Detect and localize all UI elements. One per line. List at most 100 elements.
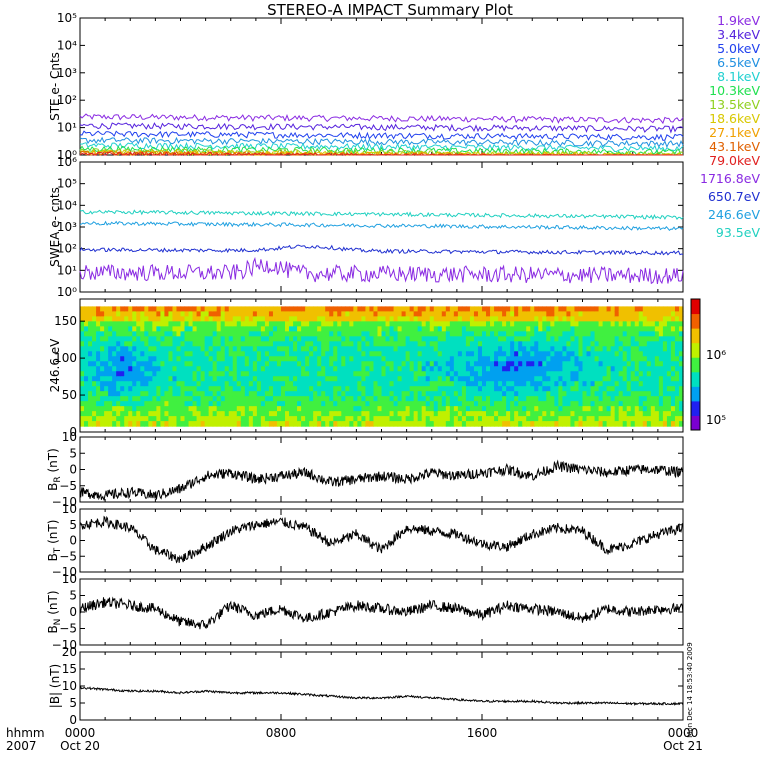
spectrogram-cell bbox=[445, 406, 451, 412]
spectrogram-cell bbox=[433, 326, 439, 332]
spectrogram-cell bbox=[285, 361, 290, 367]
spectrogram-cell bbox=[494, 371, 499, 377]
spectrogram-cell bbox=[594, 321, 600, 327]
spectrogram-cell bbox=[341, 321, 346, 327]
spectrogram-cell bbox=[385, 346, 391, 352]
spectrogram-cell bbox=[602, 311, 608, 317]
ste-series-3 bbox=[79, 136, 684, 149]
spectrogram-cell bbox=[570, 421, 576, 427]
spectrogram-cell bbox=[558, 366, 563, 372]
spectrogram-cell bbox=[417, 406, 423, 412]
spectrogram-cell bbox=[498, 306, 503, 312]
spectrogram-cell bbox=[285, 316, 290, 322]
spectrogram-cell bbox=[610, 306, 616, 312]
spectrogram-cell bbox=[281, 401, 286, 407]
spectrogram-cell bbox=[248, 401, 254, 407]
spectrogram-cell bbox=[100, 321, 105, 327]
spectrogram-cell bbox=[530, 326, 535, 332]
spectrogram-cell bbox=[100, 346, 105, 352]
spectrogram-cell bbox=[477, 361, 483, 367]
spectrogram-cell bbox=[658, 346, 664, 352]
spectrogram-cell bbox=[413, 371, 419, 377]
spectrogram-cell bbox=[329, 386, 334, 392]
spectrogram-cell bbox=[409, 326, 415, 332]
spectrogram-cell bbox=[558, 311, 563, 317]
spectrogram-cell bbox=[80, 401, 85, 407]
spectrogram-cell bbox=[413, 346, 419, 352]
spectrogram-cell bbox=[176, 321, 182, 327]
spectrogram-cell bbox=[401, 331, 407, 337]
spectrogram-cell bbox=[630, 396, 636, 402]
spectrogram-cell bbox=[429, 341, 435, 347]
spectrogram-cell bbox=[349, 391, 354, 397]
spectrogram-cell bbox=[313, 376, 318, 382]
spectrogram-cell bbox=[469, 351, 475, 357]
spectrogram-cell bbox=[433, 306, 439, 312]
spectrogram-cell bbox=[389, 421, 395, 427]
spectrogram-cell bbox=[598, 411, 604, 417]
spectrogram-cell bbox=[164, 316, 170, 322]
spectrogram-cell bbox=[276, 361, 282, 367]
spectrogram-cell bbox=[522, 336, 527, 342]
spectrogram-cell bbox=[144, 376, 149, 382]
spectrogram-cell bbox=[361, 371, 367, 377]
swea-legend: 1716.8eV 650.7eV 246.6eV 93.5eV bbox=[700, 170, 760, 242]
spectrogram-cell bbox=[381, 421, 387, 427]
spectrogram-cell bbox=[389, 336, 395, 342]
spectrogram-cell bbox=[152, 366, 157, 372]
spectrogram-cell bbox=[397, 351, 403, 357]
spectrogram-cell bbox=[550, 381, 555, 387]
spectrogram-cell bbox=[421, 386, 427, 392]
spectrogram-cell bbox=[80, 316, 85, 322]
spectrogram-cell bbox=[381, 376, 387, 382]
spectrogram-cell bbox=[80, 406, 85, 412]
spectrogram-cell bbox=[337, 381, 342, 387]
spectrogram-cell bbox=[614, 361, 620, 367]
spectrogram-cell bbox=[646, 391, 652, 397]
spectrogram-cell bbox=[244, 361, 250, 367]
spectrogram-cell bbox=[104, 341, 109, 347]
spectrogram-cell bbox=[654, 336, 660, 342]
spectrogram-cell bbox=[373, 381, 379, 387]
spectrogram-cell bbox=[638, 391, 644, 397]
spectrogram-cell bbox=[425, 346, 431, 352]
spectrogram-cell bbox=[108, 306, 113, 312]
spectrogram-cell bbox=[457, 361, 463, 367]
spectrogram-cell bbox=[333, 336, 338, 342]
spectrogram-cell bbox=[477, 391, 483, 397]
spectrogram-cell bbox=[192, 396, 198, 402]
spectrogram-cell bbox=[670, 366, 676, 372]
spectrogram-cell bbox=[389, 306, 395, 312]
spectrogram-cell bbox=[104, 421, 109, 427]
spectrogram-cell bbox=[486, 351, 491, 357]
swea-ytick-label: 10⁶ bbox=[57, 155, 77, 169]
spectrogram-cell bbox=[381, 316, 387, 322]
spectrogram-cell bbox=[574, 401, 580, 407]
spectrogram-cell bbox=[670, 316, 676, 322]
spectrogram-cell bbox=[373, 396, 379, 402]
spectrogram-cell bbox=[554, 341, 559, 347]
spectrogram-cell bbox=[502, 316, 507, 322]
spectrogram-cell bbox=[333, 391, 338, 397]
spectrogram-cell bbox=[329, 356, 334, 362]
spectrogram-cell bbox=[433, 406, 439, 412]
spectrogram-cell bbox=[341, 371, 346, 377]
spectrogram-cell bbox=[397, 361, 403, 367]
spectrogram-cell bbox=[112, 386, 117, 392]
spectrogram-cell bbox=[148, 336, 153, 342]
spectrogram-cell bbox=[160, 386, 166, 392]
spectrogram-cell bbox=[449, 411, 455, 417]
spectrogram-cell bbox=[558, 386, 563, 392]
spectrogram-cell bbox=[582, 321, 588, 327]
spectrogram-cell bbox=[618, 396, 624, 402]
spectrogram-cell bbox=[602, 411, 608, 417]
spectrogram-cell bbox=[264, 406, 270, 412]
spectrogram-cell bbox=[518, 341, 523, 347]
spectrogram-cell bbox=[256, 381, 262, 387]
spectrogram-cell bbox=[84, 416, 89, 422]
spectrogram-cell bbox=[542, 411, 547, 417]
spectrogram-cell bbox=[333, 411, 338, 417]
spectrogram-cell bbox=[562, 341, 568, 347]
spectrogram-cell bbox=[441, 411, 447, 417]
spectrogram-cell bbox=[124, 316, 129, 322]
